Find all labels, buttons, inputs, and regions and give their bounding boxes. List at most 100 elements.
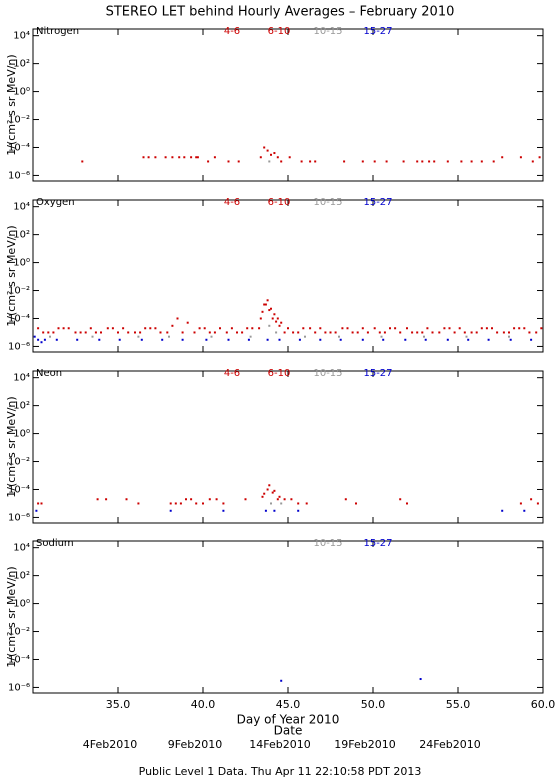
data-point [528,331,531,334]
data-point [431,331,434,334]
y-tick-label: 10⁻² [8,627,30,638]
data-point [416,331,419,334]
data-point [168,335,170,338]
data-point [275,320,278,323]
data-point [460,160,463,163]
legend-entry: 6-10 [268,26,291,37]
y-axis-title: 1/(cm² s sr MeV/n) [5,396,18,497]
data-point [196,156,199,159]
data-point [117,331,119,334]
data-point [540,327,543,330]
data-point [297,331,300,334]
data-point [137,502,140,505]
data-point [283,331,286,334]
y-tick-label: 10⁰ [13,429,30,440]
data-point [111,327,114,330]
panel-label: Oxygen [36,197,75,208]
data-point [137,335,140,338]
data-point [329,331,332,334]
data-point [446,338,449,341]
panel-label: Sodium [36,538,74,549]
data-point [202,502,204,505]
data-point [424,338,427,341]
data-point [453,331,456,334]
data-point [210,335,213,338]
data-point [304,335,306,338]
data-point [176,317,179,320]
data-point [225,331,228,334]
data-point [100,331,102,334]
legend-entry: 10-15 [313,538,342,549]
data-point [373,327,376,330]
data-point [496,331,499,334]
data-point [283,498,286,501]
data-point [42,331,45,334]
y-tick-label: 10⁻⁴ [8,313,30,324]
data-point [106,327,109,330]
y-tick-label: 10² [13,59,30,70]
data-point [258,327,261,330]
data-point [366,331,369,334]
data-point [236,331,238,334]
data-point [309,327,312,330]
data-point [79,331,82,334]
data-point [288,156,291,159]
y-tick-label: 10⁻⁴ [8,654,30,665]
data-point [193,331,196,334]
data-point [142,156,145,159]
legend-entry: 10-15 [313,197,342,208]
data-point [361,338,364,341]
legend-entry: 10-15 [313,26,342,37]
data-point [531,160,534,163]
y-tick-label: 10² [13,401,30,412]
data-point [443,327,446,330]
data-point [302,327,305,330]
data-point [399,331,402,334]
data-point [501,156,504,159]
data-point [261,495,264,498]
y-tick-label: 10⁴ [13,31,30,42]
y-axis-title: 1/(cm² s sr MeV/n) [5,225,18,326]
data-point [222,509,225,512]
data-point [49,335,51,338]
data-point [57,327,60,330]
data-point [399,498,402,501]
legend-entry: 15-27 [363,26,392,37]
y-tick-label: 10⁰ [13,258,30,269]
data-point [139,331,142,334]
data-point [334,331,337,334]
y-tick-label: 10⁰ [13,599,30,610]
legend-entry: 10-15 [313,368,342,379]
data-point [84,331,87,334]
data-point [287,327,289,330]
data-point [270,153,272,156]
data-point [40,341,43,344]
data-point [480,327,483,330]
data-point [421,160,424,163]
y-tick-label: 10⁴ [13,543,30,554]
y-tick-label: 10⁻⁴ [8,142,30,153]
data-point [438,331,441,334]
footer: Public Level 1 Data. Thu Apr 11 22:10:58… [139,765,422,778]
data-point [81,160,84,163]
data-point [487,338,490,341]
data-point [215,498,218,501]
data-point [268,309,271,312]
data-point [355,502,357,505]
data-point [446,160,449,163]
data-point [290,498,293,501]
data-point [37,338,40,341]
y-tick-label: 10⁻² [8,286,30,297]
data-point [278,338,281,341]
data-point [237,160,240,163]
data-point [169,502,172,505]
data-point [273,509,276,512]
data-point [448,327,451,330]
data-point [423,335,425,338]
panel-frame [32,28,544,182]
data-point [382,338,385,341]
legend-entry: 6-10 [268,368,291,379]
data-point [280,502,283,505]
figure-title: STEREO LET behind Hourly Averages – Febr… [106,5,455,20]
data-point [508,331,510,334]
